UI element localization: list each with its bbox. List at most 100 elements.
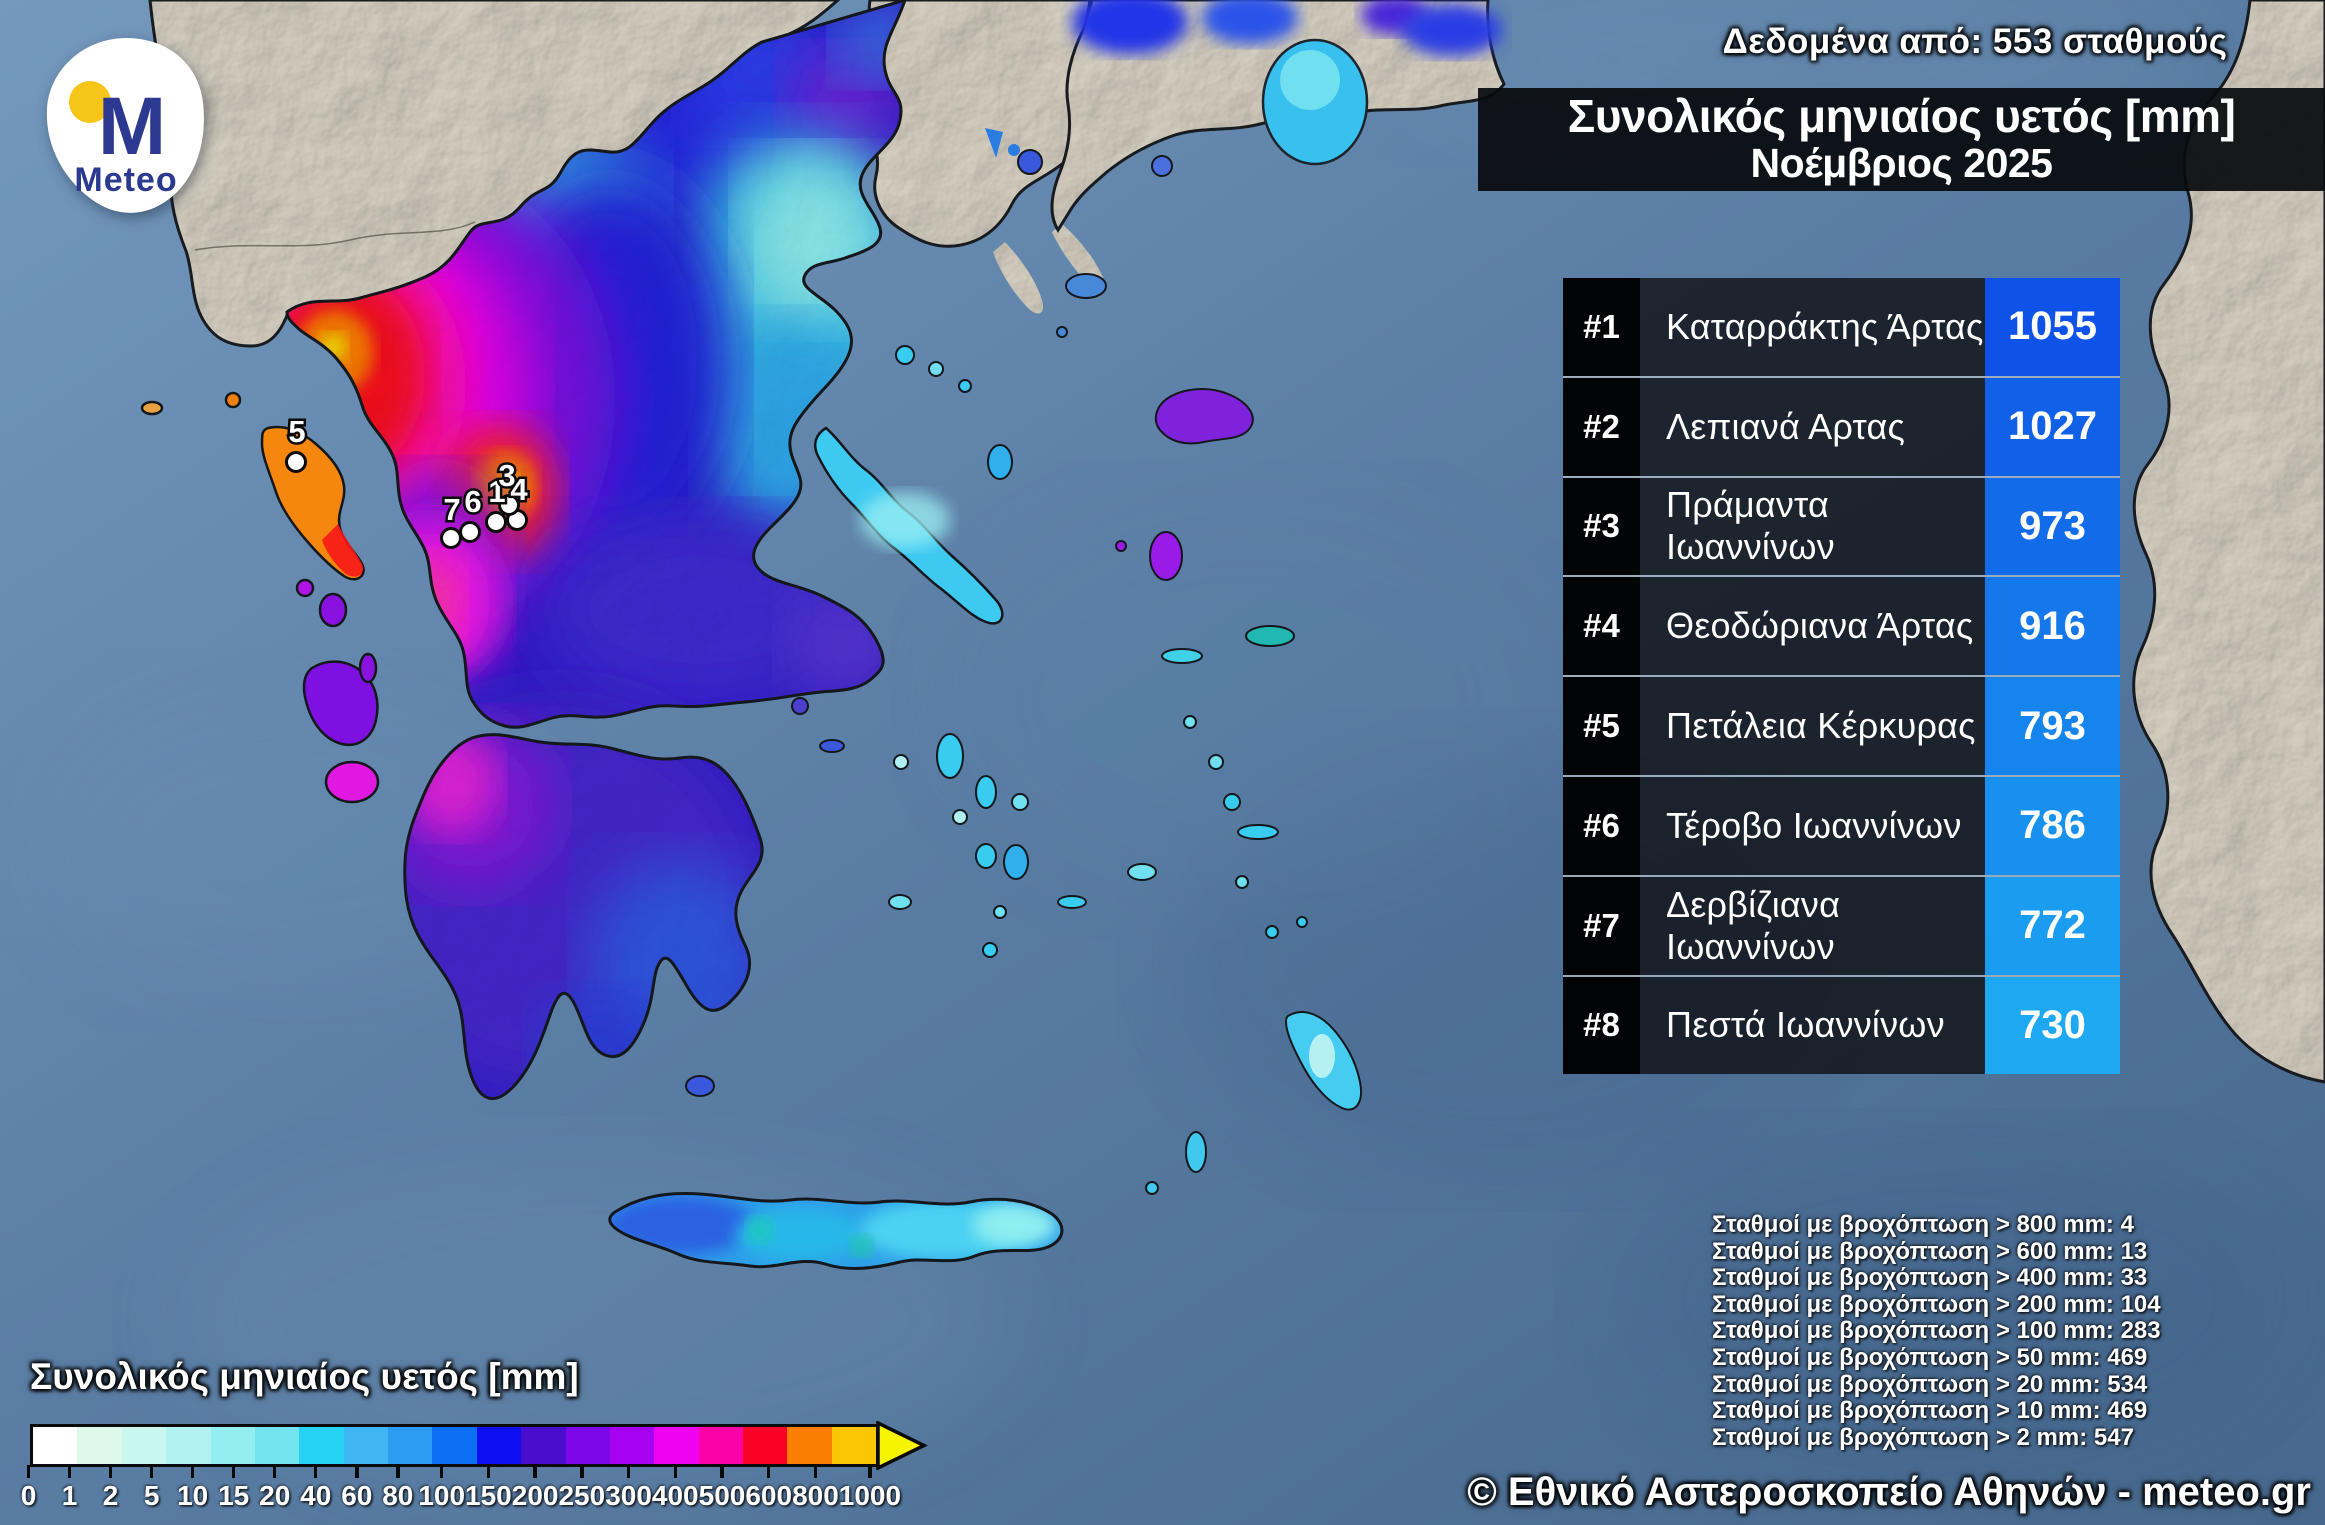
tick-label: 60 — [341, 1480, 373, 1511]
tick-label: 150 — [465, 1480, 512, 1511]
stat-line: Σταθμοί με βροχόπτωση > 20 mm: 534 — [1712, 1370, 2148, 1398]
top-stations-list: #1 Καταρράκτης Άρτας 1055 #2 Λεπιανά Αρτ… — [1563, 278, 2120, 1075]
station-dot — [440, 527, 462, 549]
map-subtitle-month: Νοέμβριος 2025 — [1750, 140, 2053, 187]
legend-segment — [565, 1427, 610, 1464]
legend-segment — [77, 1427, 122, 1464]
value-cell: 1055 — [1985, 278, 2120, 376]
legend-arrow — [876, 1421, 928, 1470]
station-name-cell: Πράμαντα Ιωαννίνων — [1640, 477, 1985, 576]
table-row: #2 Λεπιανά Αρτας 1027 — [1563, 377, 2120, 478]
value-cell: 793 — [1985, 677, 2120, 775]
island-evia — [814, 426, 1004, 625]
station-rank-marker: 3 — [498, 458, 515, 493]
tick-label: 15 — [218, 1480, 250, 1511]
stat-line: Σταθμοί με βροχόπτωση > 400 mm: 33 — [1712, 1264, 2148, 1292]
table-row: #8 Πεστά Ιωαννίνων 730 — [1563, 976, 2120, 1075]
tick-label: 250 — [558, 1480, 606, 1511]
tick-label: 20 — [259, 1480, 291, 1511]
station-name-cell: Τέροβο Ιωαννίνων — [1640, 776, 1985, 875]
rank-cell: #4 — [1563, 577, 1640, 676]
legend-segment — [343, 1427, 388, 1464]
station-name-cell: Δερβίζιανα Ιωαννίνων — [1640, 876, 1985, 975]
station-name-cell: Πεστά Ιωαννίνων — [1640, 976, 1985, 1075]
legend-segment — [521, 1427, 566, 1464]
stat-line: Σταθμοί με βροχόπτωση > 2 mm: 547 — [1712, 1423, 2134, 1451]
stat-line: Σταθμοί με βροχόπτωση > 600 mm: 13 — [1712, 1237, 2148, 1265]
legend-segment — [654, 1427, 699, 1464]
legend-segment — [831, 1427, 877, 1464]
stations-count-note: Δεδομένα από: 553 σταθμούς — [1722, 22, 2228, 61]
legend-segment — [166, 1427, 211, 1464]
legend-segment — [476, 1427, 522, 1464]
station-dot — [498, 494, 520, 516]
legend-ticks: 0 1 2 5 10 15 20 40 60 80 100 150 200 25… — [8, 1465, 901, 1512]
rank-cell: #5 — [1563, 677, 1640, 775]
tick-label: 600 — [745, 1480, 793, 1511]
tick-label: 80 — [382, 1480, 414, 1511]
tick-label: 800 — [792, 1480, 839, 1511]
tick-label: 40 — [300, 1480, 332, 1511]
stat-line: Σταθμοί με βροχόπτωση > 50 mm: 469 — [1712, 1343, 2148, 1371]
table-row: #3 Πράμαντα Ιωαννίνων 973 — [1563, 477, 2120, 578]
stat-line: Σταθμοί με βροχόπτωση > 100 mm: 283 — [1712, 1317, 2161, 1345]
logo-m-letter: M — [98, 81, 166, 172]
legend-segment — [299, 1427, 344, 1464]
table-row: #7 Δερβίζιανα Ιωαννίνων 772 — [1563, 876, 2120, 977]
tick-label: 100 — [418, 1480, 466, 1511]
value-cell: 1027 — [1985, 377, 2120, 476]
tick-label: 500 — [698, 1480, 746, 1511]
stat-line: Σταθμοί με βροχόπτωση > 800 mm: 4 — [1712, 1211, 2134, 1238]
rank-cell: #1 — [1563, 278, 1640, 376]
table-row: #1 Καταρράκτης Άρτας 1055 — [1563, 278, 2120, 378]
legend-segment — [254, 1427, 300, 1464]
legend-segment — [210, 1427, 255, 1464]
station-name-cell: Καταρράκτης Άρτας — [1640, 278, 1985, 376]
copyright-credit: © Εθνικό Αστεροσκοπείο Αθηνών - meteo.gr — [1467, 1470, 2311, 1514]
legend-segment — [698, 1427, 743, 1464]
legend-segment — [609, 1427, 655, 1464]
legend-segment — [121, 1427, 167, 1464]
station-rank-marker: 4 — [510, 472, 528, 507]
logo-sun-icon — [69, 81, 111, 123]
stat-line: Σταθμοί με βροχόπτωση > 200 mm: 104 — [1712, 1290, 2161, 1318]
station-name-cell: Θεοδώριανα Άρτας — [1640, 577, 1985, 676]
table-row: #4 Θεοδώριανα Άρτας 916 — [1563, 577, 2120, 678]
station-rank-marker: 7 — [443, 492, 460, 527]
rank-cell: #6 — [1563, 776, 1640, 875]
legend-segment — [743, 1427, 788, 1464]
rank-cell: #2 — [1563, 377, 1640, 476]
legend-segment — [432, 1427, 477, 1464]
legend-title: Συνολικός μηνιαίος υετός [mm] — [30, 1356, 579, 1397]
logo-wordmark: Meteo — [74, 161, 177, 199]
tick-label: 0 — [20, 1480, 37, 1511]
tick-label: 1 — [61, 1480, 78, 1511]
stat-line: Σταθμοί με βροχόπτωση > 10 mm: 469 — [1712, 1397, 2148, 1425]
legend-colorbar — [30, 1424, 879, 1467]
station-markers: 5 7 6 1 4 3 — [285, 412, 531, 549]
rank-cell: #7 — [1563, 876, 1640, 975]
map-title-box: Συνολικός μηνιαίος υετός [mm] Νοέμβριος … — [1478, 88, 2325, 191]
tick-label: 10 — [177, 1480, 209, 1511]
islands-aegean — [685, 149, 1362, 1195]
legend-segment — [787, 1427, 832, 1464]
value-cell: 973 — [1985, 477, 2120, 576]
terrain-turkey — [2132, 0, 2325, 1084]
station-rank-marker: 6 — [464, 484, 481, 519]
rank-cell: #3 — [1563, 477, 1640, 576]
station-dot — [485, 511, 507, 533]
tick-label: 5 — [143, 1480, 160, 1511]
rank-cell: #8 — [1563, 976, 1640, 1075]
tick-label: 1000 — [838, 1480, 902, 1511]
meteo-logo: M Meteo — [26, 28, 222, 228]
table-row: #6 Τέροβο Ιωαννίνων 786 — [1563, 776, 2120, 877]
table-row: #5 Πετάλεια Κέρκυρας 793 — [1563, 677, 2120, 777]
tick-label: 2 — [102, 1480, 119, 1511]
station-dot — [285, 451, 307, 473]
threshold-stats: Σταθμοί με βροχόπτωση > 800 mm: 4 Σταθμο… — [1712, 1211, 2161, 1451]
station-rank-marker: 5 — [288, 414, 305, 449]
tick-label: 400 — [651, 1480, 699, 1511]
tick-label: 200 — [511, 1480, 559, 1511]
precip-north-patches — [985, 0, 1502, 166]
